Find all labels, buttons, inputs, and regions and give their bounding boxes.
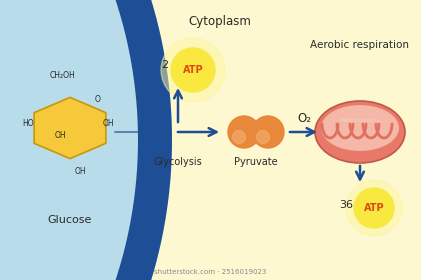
Text: Cytoplasm: Cytoplasm xyxy=(189,15,251,29)
Text: Pyruvate: Pyruvate xyxy=(234,157,278,167)
Text: O: O xyxy=(95,95,101,104)
Text: shutterstock.com · 2516019023: shutterstock.com · 2516019023 xyxy=(154,269,266,275)
Circle shape xyxy=(257,130,269,143)
Circle shape xyxy=(232,130,245,143)
Circle shape xyxy=(171,48,215,92)
Text: OH: OH xyxy=(102,118,114,127)
Text: CH₂OH: CH₂OH xyxy=(49,71,75,81)
Circle shape xyxy=(354,188,394,228)
Polygon shape xyxy=(0,0,172,280)
Circle shape xyxy=(161,38,225,102)
Circle shape xyxy=(228,116,260,148)
Text: Mitochondria: Mitochondria xyxy=(339,118,381,123)
Circle shape xyxy=(252,116,284,148)
Text: Glycolysis: Glycolysis xyxy=(154,157,203,167)
Text: OH: OH xyxy=(54,132,66,141)
Ellipse shape xyxy=(315,101,405,163)
Text: Aerobic respiration: Aerobic respiration xyxy=(311,40,410,50)
Text: 36: 36 xyxy=(339,200,353,210)
Text: OH: OH xyxy=(74,167,86,176)
Circle shape xyxy=(346,180,402,236)
Text: ATP: ATP xyxy=(364,203,384,213)
Ellipse shape xyxy=(321,105,399,151)
Text: 2: 2 xyxy=(161,60,168,70)
Polygon shape xyxy=(0,0,172,280)
Text: Glucose: Glucose xyxy=(48,215,92,225)
Text: O₂: O₂ xyxy=(297,111,311,125)
Text: HO: HO xyxy=(22,118,34,127)
Polygon shape xyxy=(34,97,106,158)
Text: ATP: ATP xyxy=(183,65,203,75)
